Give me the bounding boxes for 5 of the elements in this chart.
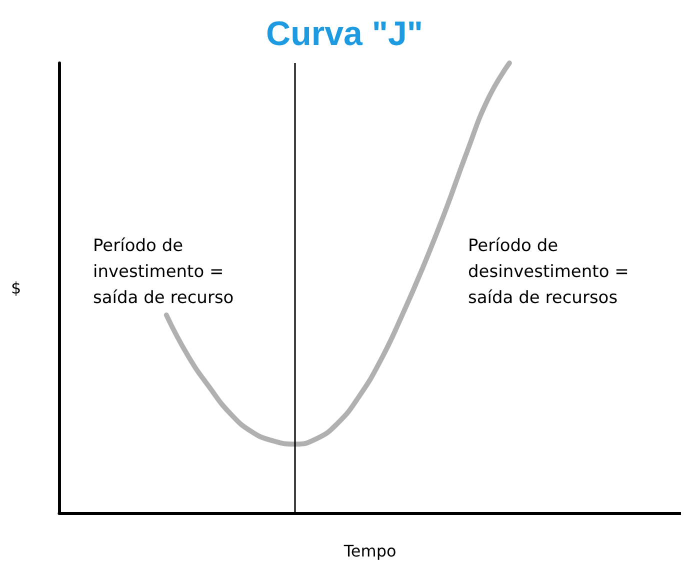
x-axis-title: Tempo <box>342 542 396 560</box>
annotation: Período de desinvestimento = saída de recursos <box>468 236 629 308</box>
annotation: Período de investimento = saída de recurso <box>93 236 234 308</box>
y-axis-title: $ <box>10 278 22 298</box>
chart-title: Curva "J" <box>266 15 423 53</box>
